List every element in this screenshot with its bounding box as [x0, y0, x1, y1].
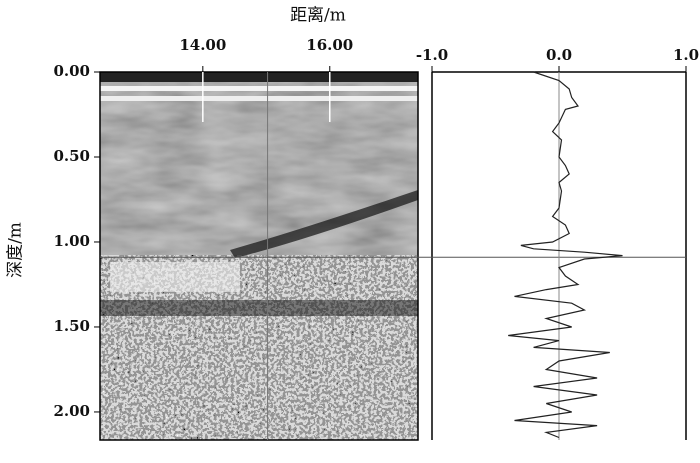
surface-stripe	[100, 96, 418, 101]
y-tick-label: 1.50	[53, 317, 90, 335]
x-tick-label: 1.0	[673, 46, 699, 64]
x-axis-title: 距离/m	[290, 6, 346, 26]
x-tick-label: 14.00	[179, 36, 226, 54]
reflector	[230, 190, 418, 258]
x-tick-label: 16.00	[306, 36, 353, 54]
surface-stripe	[100, 86, 418, 91]
upper-tone	[100, 72, 418, 262]
x-tick-label: -1.0	[416, 46, 448, 64]
y-tick-label: 0.50	[53, 147, 90, 165]
y-tick-label: 0.00	[53, 62, 90, 80]
trace-line	[508, 71, 623, 439]
y-tick-label: 1.00	[53, 232, 90, 250]
radargram-image	[100, 72, 418, 440]
bright-zone	[110, 262, 240, 292]
left-frame	[99, 71, 419, 441]
y-axis-title: 深度/m	[6, 222, 26, 278]
surface-band	[100, 72, 418, 82]
x-tick-label: 0.0	[546, 46, 572, 64]
y-tick-label: 2.00	[53, 402, 90, 420]
dark-layer	[100, 300, 418, 316]
upper-texture	[100, 72, 418, 262]
